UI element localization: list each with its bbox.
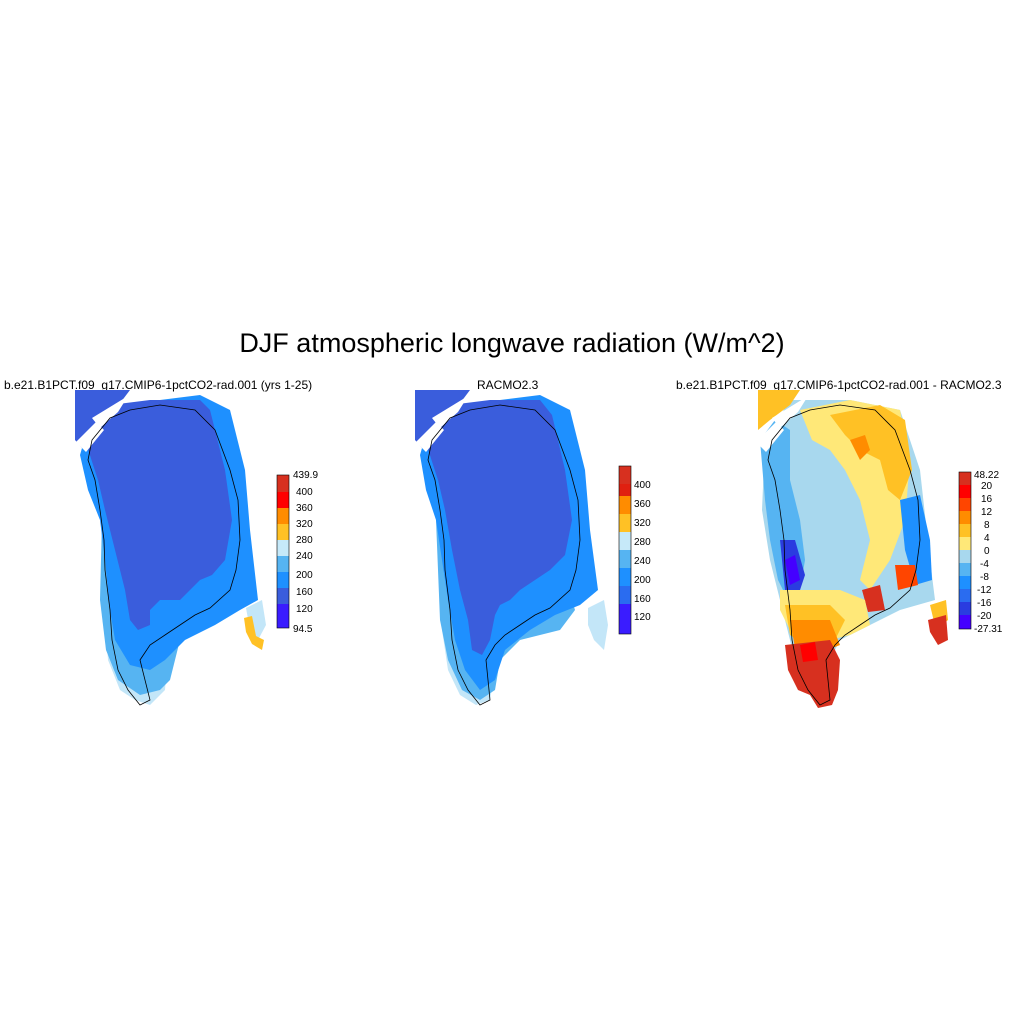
- cb3-label-7: -4: [980, 559, 989, 570]
- coastline: [427, 404, 581, 706]
- gap-2: [756, 422, 784, 452]
- cb3-bin-10: [959, 602, 971, 615]
- cb3-bin-9: [959, 589, 971, 602]
- cb3-label-2: 16: [981, 494, 993, 505]
- region-north-orange: [830, 405, 912, 500]
- cb1-bin-7: [277, 588, 289, 604]
- figure-title: DJF atmospheric longwave radiation (W/m^…: [239, 328, 785, 358]
- cb2-label-0: 400: [634, 480, 651, 491]
- cb2-label-3: 280: [634, 537, 651, 548]
- cb2-label-1: 360: [634, 499, 651, 510]
- cb2-bin-1: [619, 484, 631, 496]
- cb2-bin-2: [619, 496, 631, 514]
- cb3-label-9: -12: [977, 585, 992, 596]
- cb2-label-6: 160: [634, 594, 651, 605]
- cb3-label-5: 4: [984, 533, 990, 544]
- cb3-bin-0: [959, 472, 971, 485]
- cb1-bin-1: [277, 492, 289, 508]
- cb3-bin-3: [959, 511, 971, 524]
- cb1-bin-4: [277, 540, 289, 556]
- cb1-label-7: 160: [296, 587, 313, 598]
- region-south-red: [785, 640, 840, 708]
- cb1-label-2: 360: [296, 503, 313, 514]
- cb3-label-12: -27.31: [974, 624, 1003, 635]
- cb3-label-6: 0: [984, 546, 990, 557]
- colorbar-racmo: 400 360 320 280 240 200 160 120: [618, 465, 651, 635]
- cb1-bin-0: [277, 475, 289, 492]
- cb3-label-3: 12: [981, 507, 993, 518]
- cb1-label-8: 120: [296, 604, 313, 615]
- region-east-warm: [244, 616, 264, 650]
- cb1-bin-2: [277, 508, 289, 524]
- cb2-bin-5: [619, 550, 631, 568]
- cb3-label-0: 48.22: [974, 470, 999, 481]
- cb3-bin-2: [959, 498, 971, 511]
- coastline: [767, 404, 921, 706]
- cb2-bin-4: [619, 532, 631, 550]
- cb3-bin-11: [959, 615, 971, 629]
- cb3-bin-6: [959, 550, 971, 563]
- cb3-bin-5: [959, 537, 971, 550]
- gap-2: [76, 422, 104, 452]
- cb1-label-6: 200: [296, 570, 313, 581]
- region-interior: [85, 400, 232, 630]
- region-east-patch-red: [928, 615, 948, 645]
- gap-1: [92, 396, 128, 428]
- cb1-bin-3: [277, 524, 289, 540]
- region-east-patch: [588, 600, 608, 650]
- coastline: [87, 404, 241, 706]
- region-nw-warm: [758, 390, 800, 430]
- cb3-label-11: -20: [977, 611, 992, 622]
- cb1-label-9: 94.5: [293, 624, 313, 635]
- cb2-bin-8: [619, 604, 631, 634]
- colorbar-difference: 48.22 20 16 12 8 4 0 -4 -8 -12 -16 -20 -…: [958, 470, 1003, 635]
- cb3-bin-4: [959, 524, 971, 537]
- gap-1: [772, 396, 808, 428]
- cb2-label-7: 120: [634, 612, 651, 623]
- cb3-bin-8: [959, 576, 971, 589]
- map-model: [75, 390, 266, 706]
- map-racmo: [415, 390, 608, 706]
- cb2-bin-3: [619, 514, 631, 532]
- cb3-label-10: -16: [977, 598, 992, 609]
- gap-1: [432, 396, 468, 428]
- gap-2: [416, 422, 444, 452]
- region-north-dorange: [850, 435, 870, 460]
- cb1-bin-5: [277, 556, 289, 572]
- cb3-bin-7: [959, 563, 971, 576]
- cb1-label-4: 280: [296, 535, 313, 546]
- colorbar-model: 439.9 400 360 320 280 240 200 160 120 94…: [276, 470, 318, 635]
- cb1-bin-6: [277, 572, 289, 588]
- cb3-label-8: -8: [980, 572, 989, 583]
- cb2-label-2: 320: [634, 518, 651, 529]
- region-west-violet: [785, 555, 800, 585]
- cb2-label-5: 200: [634, 575, 651, 586]
- cb2-bin-0: [619, 466, 631, 484]
- cb3-label-4: 8: [984, 520, 990, 531]
- cb2-bin-6: [619, 568, 631, 586]
- cb1-label-1: 400: [296, 487, 313, 498]
- region-interior: [425, 400, 572, 655]
- cb3-label-1: 20: [981, 481, 993, 492]
- cb2-bin-7: [619, 586, 631, 604]
- cb1-label-3: 320: [296, 519, 313, 530]
- cb2-label-4: 240: [634, 556, 651, 567]
- region-east-red2: [862, 585, 885, 612]
- cb1-bin-8: [277, 604, 289, 628]
- region-east-blue: [900, 495, 932, 585]
- region-south-bright-red: [800, 642, 818, 662]
- cb1-label-5: 240: [296, 551, 313, 562]
- cb1-label-0: 439.9: [293, 470, 318, 481]
- cb3-bin-1: [959, 485, 971, 498]
- map-difference: [756, 390, 948, 708]
